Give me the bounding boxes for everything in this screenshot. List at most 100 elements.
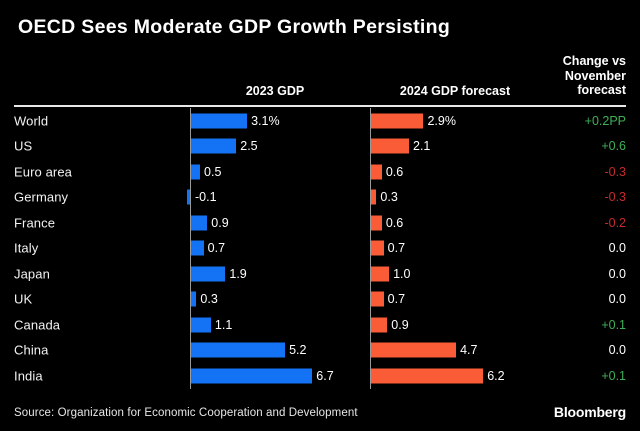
row-label-us: US (14, 138, 33, 154)
column-header-change-vs-november: Change vs November forecast (562, 54, 626, 97)
row-label-france: France (14, 215, 56, 231)
page-title: OECD Sees Moderate GDP Growth Persisting (18, 16, 451, 38)
bar-2023-gdp-euro-area (191, 164, 201, 180)
column-header-2024-forecast: 2024 GDP forecast (399, 84, 511, 98)
table-row: China 5.2 4.7 0.0 (0, 337, 640, 363)
baseline-2024 (370, 363, 371, 389)
bar-2023-gdp-us (191, 138, 237, 154)
bar-2024-gdp-forecast-us (371, 138, 409, 154)
table-row: US 2.5 2.1 +0.6 (0, 133, 640, 159)
bar-value-label: 3.1% (251, 113, 280, 128)
bar-value-label: 1.1 (214, 317, 233, 332)
bar-2024-gdp-forecast-italy (371, 240, 384, 256)
bar-value-label: 6.7 (316, 368, 334, 383)
baseline-2024 (370, 133, 371, 159)
bar-value-label: 1.0 (393, 266, 411, 281)
table-row: France 0.9 0.6 -0.2 (0, 210, 640, 236)
change-value-italy: 0.0 (608, 241, 626, 256)
table-row: India 6.7 6.2 +0.1 (0, 363, 640, 389)
change-value-india: +0.1 (601, 368, 626, 383)
bar-2024-gdp-forecast-uk (371, 291, 384, 307)
bar-2023-gdp-world (191, 113, 248, 129)
column-header-2023-gdp: 2023 GDP (245, 84, 305, 98)
bar-2024-gdp-forecast-france (371, 215, 382, 231)
bar-2024-gdp-forecast-germany (371, 189, 377, 205)
bar-value-label: 4.7 (460, 343, 478, 358)
bar-value-label: 0.6 (385, 164, 404, 179)
bar-2023-gdp-france (191, 215, 208, 231)
row-label-italy: Italy (14, 240, 39, 256)
bar-value-label: 5.2 (289, 343, 307, 358)
row-label-world: World (14, 113, 49, 129)
change-value-germany: -0.3 (604, 190, 626, 205)
table-row: UK 0.3 0.7 0.0 (0, 286, 640, 312)
baseline-2023 (190, 337, 191, 363)
bar-value-label: -0.1 (195, 190, 217, 205)
bar-2023-gdp-japan (191, 266, 226, 282)
bar-2023-gdp-canada (191, 317, 211, 333)
table-row: Italy 0.7 0.7 0.0 (0, 235, 640, 261)
table-row: Canada 1.1 0.9 +0.1 (0, 312, 640, 338)
baseline-2023 (190, 261, 191, 287)
table-row: Germany -0.1 0.3 -0.3 (0, 184, 640, 210)
change-value-france: -0.2 (604, 215, 626, 230)
baseline-2024 (370, 159, 371, 185)
bar-value-label: 6.2 (487, 368, 505, 383)
bar-2024-gdp-forecast-world (371, 113, 424, 129)
row-label-canada: Canada (14, 317, 61, 333)
table-row: Japan 1.9 1.0 0.0 (0, 261, 640, 287)
bar-value-label: 1.9 (229, 266, 247, 281)
bar-value-label: 2.5 (240, 139, 258, 154)
baseline-2024 (370, 235, 371, 261)
change-value-canada: +0.1 (601, 317, 626, 332)
table-row: Euro area 0.5 0.6 -0.3 (0, 159, 640, 185)
change-value-japan: 0.0 (608, 266, 626, 281)
bar-2024-gdp-forecast-india (371, 368, 484, 384)
bloomberg-logo: Bloomberg (553, 404, 626, 420)
bar-value-label: 2.1 (413, 139, 431, 154)
baseline-2023 (190, 363, 191, 389)
bar-value-label: 0.7 (207, 241, 226, 256)
baseline-2023 (190, 312, 191, 338)
bar-value-label: 0.6 (385, 215, 404, 230)
change-value-uk: 0.0 (608, 292, 626, 307)
bar-2023-gdp-italy (191, 240, 204, 256)
table-row: World 3.1% 2.9% +0.2PP (0, 108, 640, 134)
bar-value-label: 0.7 (387, 292, 406, 307)
row-label-euro-area: Euro area (14, 164, 72, 180)
bar-2024-gdp-forecast-euro-area (371, 164, 382, 180)
bar-2023-gdp-uk (191, 291, 197, 307)
baseline-2023 (190, 235, 191, 261)
baseline-2024 (370, 210, 371, 236)
baseline-2023 (190, 210, 191, 236)
bar-2024-gdp-forecast-japan (371, 266, 390, 282)
bar-value-label: 0.3 (380, 190, 398, 205)
bar-value-label: 0.3 (200, 292, 218, 307)
bar-value-label: 0.7 (387, 241, 406, 256)
baseline-2024 (370, 184, 371, 210)
baseline-2024 (370, 337, 371, 363)
baseline-2023 (190, 133, 191, 159)
bar-2023-gdp-germany (187, 189, 190, 205)
baseline-2024 (370, 261, 371, 287)
row-label-germany: Germany (14, 189, 69, 205)
bar-value-label: 0.9 (391, 317, 409, 332)
bar-value-label: 0.5 (204, 164, 222, 179)
baseline-2024 (370, 312, 371, 338)
change-value-world: +0.2PP (584, 113, 626, 128)
row-label-japan: Japan (14, 266, 50, 282)
baseline-2023 (190, 286, 191, 312)
bar-2023-gdp-india (191, 368, 313, 384)
bar-2024-gdp-forecast-canada (371, 317, 388, 333)
baseline-2024 (370, 108, 371, 134)
baseline-2024 (370, 286, 371, 312)
source-note: Source: Organization for Economic Cooper… (14, 407, 358, 419)
bar-value-label: 2.9% (427, 113, 456, 128)
row-label-india: India (14, 368, 43, 384)
chart-rows: World 3.1% 2.9% +0.2PP US 2.5 2.1 +0.6 Euro area… (0, 108, 640, 389)
row-label-uk: UK (14, 291, 33, 307)
change-value-euro-area: -0.3 (604, 164, 626, 179)
baseline-2023 (190, 184, 191, 210)
bar-2023-gdp-china (191, 342, 286, 358)
bar-2024-gdp-forecast-china (371, 342, 457, 358)
